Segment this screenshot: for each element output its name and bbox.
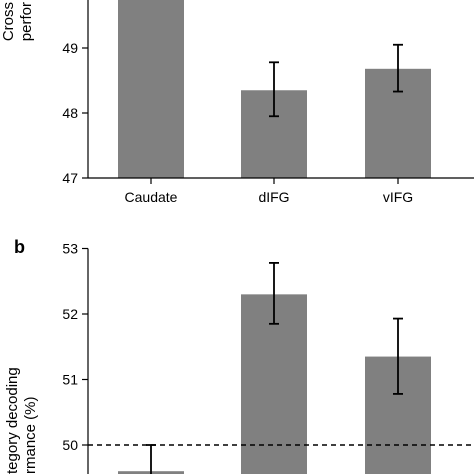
panel-b-error-bars	[146, 262, 403, 474]
y-tick-label: 47	[62, 170, 78, 186]
y-tick-label: 51	[62, 372, 78, 388]
error-bar	[393, 43, 403, 93]
y-tick-label: 50	[62, 437, 78, 453]
x-tick-label-caudate: Caudate	[125, 189, 178, 205]
x-tick-label-difg: dIFG	[258, 189, 289, 205]
x-tick-label-vifg: vIFG	[383, 189, 413, 205]
panel-b-ylabel-line1: tegory decoding	[4, 367, 21, 474]
panel-a-y-ticks: 47 48 49	[62, 40, 88, 186]
panel-a-ylabel-line2: perfor	[18, 2, 35, 41]
bar-caudate	[118, 0, 184, 178]
y-tick-label: 49	[62, 40, 78, 56]
panel-b-y-ticks: 50 51 52 53	[62, 241, 88, 453]
error-bar	[146, 444, 156, 474]
error-bar	[269, 262, 279, 325]
panel-b-letter: b	[14, 237, 25, 257]
y-tick-label: 48	[62, 105, 78, 121]
y-tick-label: 53	[62, 241, 78, 257]
panel-b: b tegory decoding rmance (%) 50 51 52 53	[4, 237, 474, 474]
panel-b-ylabel-line2: rmance (%)	[22, 396, 39, 474]
panel-a: Cross perfor 47 48 49 Caudate dIFG vIFG	[0, 0, 474, 205]
panel-a-x-labels: Caudate dIFG vIFG	[125, 178, 413, 205]
error-bar	[269, 61, 279, 118]
panel-a-ylabel-line1: Cross	[0, 2, 17, 41]
error-bar	[393, 317, 403, 395]
panel-a-error-bars	[269, 43, 403, 118]
y-tick-label: 52	[62, 306, 78, 322]
